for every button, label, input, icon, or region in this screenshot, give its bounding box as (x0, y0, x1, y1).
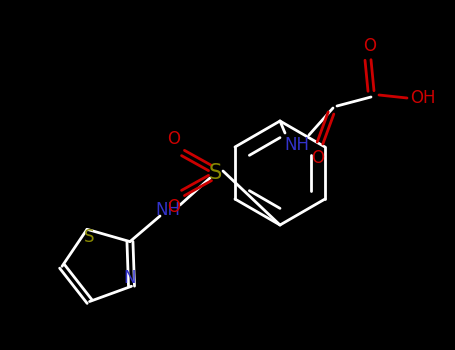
Text: NH: NH (284, 136, 309, 154)
Text: O: O (312, 149, 324, 167)
Text: O: O (167, 198, 181, 216)
Text: O: O (167, 130, 181, 148)
Text: N: N (123, 269, 136, 287)
Text: S: S (84, 228, 94, 246)
Text: NH: NH (156, 201, 181, 219)
Text: OH: OH (410, 89, 436, 107)
Text: O: O (364, 37, 376, 55)
Text: S: S (208, 163, 222, 183)
